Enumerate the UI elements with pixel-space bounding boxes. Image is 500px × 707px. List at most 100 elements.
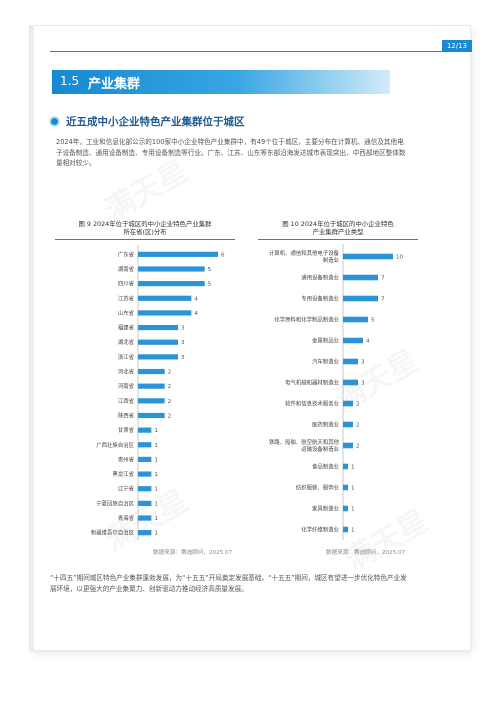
bar [343,505,348,512]
bar [138,398,165,404]
chart-9-plot: 6 广东省 5 湖南省 5 四川省 4 江苏省 4 山东省 3 福建省 3 湖北省 3 浙江省 2 河北省 2 河南省… [91,245,225,540]
category-label: 汽车制造业 [312,358,340,366]
bar [343,463,348,470]
chart-title: 图 10 2024年位于城区的中小企业特色 产业集群产业类型 [260,220,416,236]
chart-title-rule [55,239,235,240]
category-label: 福建省 [118,324,135,332]
bar-value-label: 1 [154,531,158,537]
chart-title: 图 9 2024年位于城区的中小企业特色产业集群 所在省(区)分布 [65,220,225,236]
bar [138,427,152,433]
section-header-bar: 1.5 产业集群 [52,70,390,94]
bar-value-label: 1 [154,443,158,449]
bar-value-label: 1 [154,472,158,478]
category-label: 化学原料和化学制品制造业 [274,316,339,324]
bar [138,339,178,345]
bar-value-label: 4 [194,311,198,317]
category-label: 贵州省 [118,455,135,463]
bar-value-label: 1 [154,501,158,507]
bar [343,274,378,281]
bar-value-label: 1 [154,516,158,522]
category-label: 广西壮族自治区 [96,441,134,449]
page-edge-accent [30,26,34,650]
category-label: 专用设备制造业 [301,295,339,303]
bar [138,281,205,287]
category-label: 食品制造业 [312,463,340,471]
category-label: 制造业 [323,256,340,264]
chart-source: 数据来源：赛迪顾问，2025.07 [326,550,406,556]
bar-value-label: 7 [381,297,385,303]
bar [138,456,152,463]
bar-value-label: 2 [168,370,172,376]
bar [343,337,363,344]
bar-value-label: 6 [221,252,225,258]
bar-value-label: 4 [194,296,198,302]
chart-source: 数据来源：赛迪顾问，2025.07 [153,550,233,556]
bar [138,383,165,389]
bar-value-label: 3 [181,326,185,332]
bar [343,442,353,449]
category-label: 浙江省 [118,353,135,361]
bar [343,484,348,491]
category-label: 通用设备制造业 [301,274,339,282]
category-label: 甘肃省 [118,426,135,434]
category-label: 江苏省 [118,294,135,302]
bar-value-label: 7 [381,276,385,282]
category-label: 山东省 [118,309,135,317]
bar-value-label: 1 [154,487,158,493]
bar-value-label: 2 [168,399,172,405]
chart-title-line: 产业集群产业类型 [312,228,364,236]
bar-value-label: 2 [356,402,360,408]
footer-paragraph: “十四五”期间城区特色产业集群蓬勃发展，为“十五五”开局奠定发展基础。“十五五”… [50,574,407,593]
page-number-badge: 12/13 [441,40,472,52]
bar [138,354,178,360]
bar-value-label: 3 [181,340,185,346]
bar-value-label: 5 [208,267,212,273]
bar-value-label: 5 [371,318,375,324]
bar [138,266,205,272]
category-label: 新疆维吾尔自治区 [91,529,135,537]
bar [138,500,152,506]
category-label: 金属制品业 [312,337,340,345]
category-label: 黑龙江省 [112,470,134,478]
bar-value-label: 3 [361,360,365,366]
category-label: 河南省 [118,382,135,390]
bar [138,515,152,521]
bar-value-label: 2 [356,423,360,429]
bar-value-label: 3 [181,355,185,361]
bar [343,358,358,365]
bar-value-label: 2 [168,413,172,419]
category-label: 运输设备制造业 [301,445,339,453]
bar [138,324,178,331]
chart-title-line: 图 9 2024年位于城区的中小企业特色产业集群 [78,220,212,228]
bar-value-label: 10 [396,255,404,261]
bar [343,400,353,407]
bar-value-label: 4 [366,339,370,345]
category-label: 河北省 [118,368,135,376]
category-label: 电气机械和器材制造业 [285,379,340,387]
bar [343,253,393,260]
bar-value-label: 5 [208,282,212,288]
category-label: 铁路、船舶、航空航天和其他 [269,438,340,446]
bar [343,526,348,533]
chart-industry-types: 图 10 2024年位于城区的中小企业特色 产业集群产业类型 10 计算机、通信和… [258,220,418,560]
bar [138,368,165,375]
category-label: 陕西省 [118,411,135,419]
chart-title-rule [258,239,418,240]
bar [138,486,152,492]
bar-value-label: 1 [351,465,355,471]
section-title: 产业集群 [88,77,141,92]
category-label: 化学纤维制造业 [301,526,339,534]
subsection-title: 近五成中小企业特色产业集群位于城区 [66,116,245,128]
bar [343,379,358,386]
bar [138,471,152,477]
bar-value-label: 1 [154,428,158,434]
category-label: 江西省 [118,397,135,405]
bar [138,412,165,419]
category-label: 计算机、通信和其他电子设备 [269,249,340,257]
bar-value-label: 1 [351,528,355,534]
bar [138,295,192,301]
category-label: 纺织服装、服饰业 [296,484,340,492]
bar-value-label: 1 [351,507,355,513]
chart-title-line: 所在省(区)分布 [123,228,167,236]
category-label: 软件和信息技术服务业 [285,400,340,408]
